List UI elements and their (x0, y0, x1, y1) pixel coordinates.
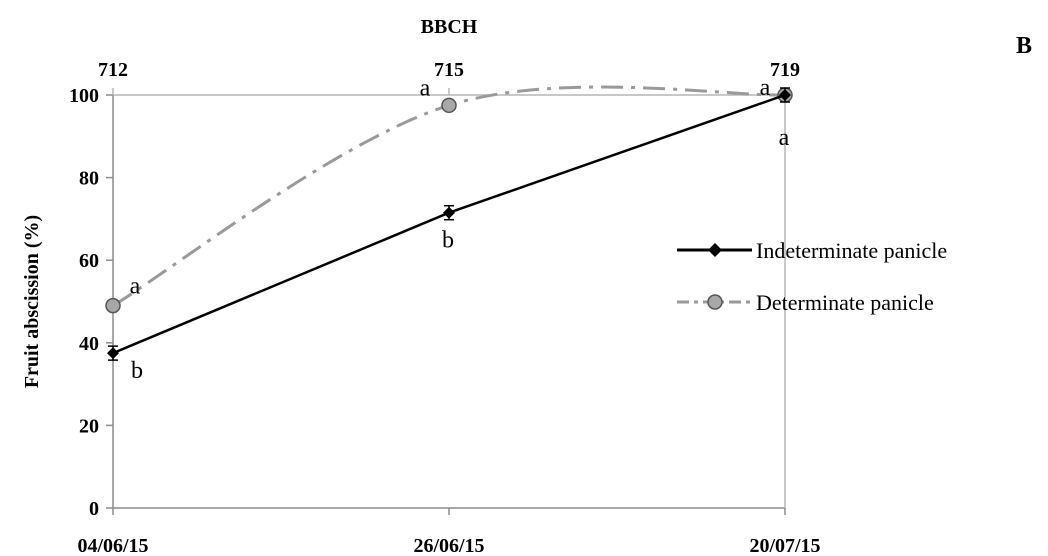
legend-marker-circle (707, 294, 723, 310)
y-tick-label: 20 (79, 415, 99, 437)
x-tick-label: 26/06/15 (413, 535, 484, 556)
legend: Indeterminate panicle Determinate panicle (677, 238, 947, 315)
top-tick-label: 719 (770, 59, 800, 81)
series-0 (107, 87, 791, 361)
series-line (112, 85, 786, 307)
significance-letter: a (130, 274, 141, 300)
data-point-circle (441, 97, 457, 114)
y-tick-label: 40 (79, 333, 99, 355)
tick-marks (106, 88, 786, 515)
significance-letter: a (760, 75, 771, 101)
y-tick-label: 100 (69, 85, 99, 107)
data-point-circle (105, 297, 121, 314)
significance-letter: a (420, 75, 431, 101)
significance-letter: b (131, 358, 143, 384)
data-point-diamond (107, 347, 119, 360)
tick-labels: 0 20 40 60 80 100 04/06/15 26/06/15 20/07/15 712 7… (69, 59, 821, 556)
data-point-diamond (779, 89, 791, 101)
legend-entry-1: Determinate panicle (677, 290, 934, 315)
top-axis-title: BBCH (421, 16, 478, 38)
y-tick-label: 80 (79, 168, 99, 190)
series-1 (105, 85, 793, 314)
legend-entry-0: Indeterminate panicle (677, 238, 947, 263)
series-line (112, 93, 786, 355)
significance-letter: b (442, 228, 454, 254)
significance-letter: a (779, 125, 790, 151)
legend-label: Indeterminate panicle (756, 238, 947, 263)
top-tick-label: 712 (98, 59, 128, 81)
x-tick-label: 20/07/15 (749, 535, 820, 556)
y-tick-label: 60 (79, 250, 99, 272)
y-tick-label: 0 (89, 498, 99, 520)
x-tick-label: 04/06/15 (77, 535, 148, 556)
y-axis-title: Fruit abscission (%) (21, 215, 43, 388)
panel-label: B (1016, 33, 1032, 59)
top-tick-label: 715 (434, 59, 464, 81)
data-point-diamond (443, 206, 455, 219)
legend-label: Determinate panicle (756, 290, 934, 315)
legend-marker-diamond (708, 243, 722, 257)
